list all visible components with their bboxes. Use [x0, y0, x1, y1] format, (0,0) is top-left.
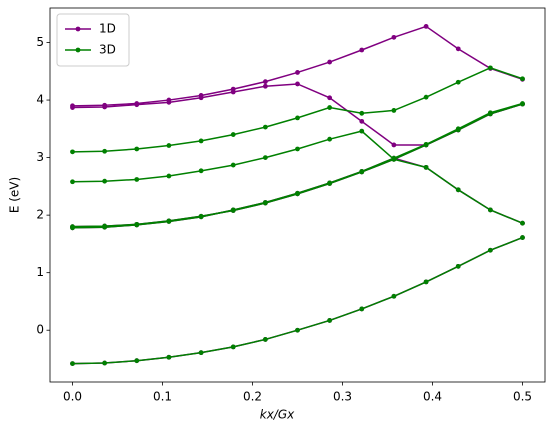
- data-point: [70, 149, 75, 155]
- data-point: [327, 95, 333, 101]
- data-point: [487, 65, 493, 71]
- data-point: [520, 76, 525, 82]
- data-point: [262, 79, 268, 85]
- data-point: [359, 47, 365, 53]
- y-axis-label: E (eV): [8, 177, 22, 213]
- data-point: [391, 293, 397, 299]
- data-point: [295, 70, 300, 75]
- data-point: [359, 169, 365, 174]
- data-point: [520, 235, 525, 240]
- data-point: [70, 105, 75, 110]
- data-point: [230, 162, 236, 168]
- data-point: [487, 207, 493, 213]
- y-tick-label: 0: [36, 323, 44, 337]
- data-point: [166, 143, 172, 148]
- data-point: [198, 214, 204, 220]
- data-point: [166, 99, 172, 105]
- data-point: [455, 46, 461, 52]
- data-point: [391, 142, 397, 148]
- y-tick-label: 1: [36, 265, 44, 279]
- data-point: [134, 177, 140, 182]
- data-point: [102, 148, 108, 154]
- data-point: [102, 178, 108, 184]
- data-point: [327, 318, 333, 323]
- data-point: [295, 190, 300, 196]
- x-tick-label: 0.0: [63, 390, 82, 404]
- data-point: [262, 200, 268, 205]
- data-point: [487, 110, 493, 116]
- x-tick-label: 0.1: [153, 390, 172, 404]
- data-point: [134, 222, 140, 228]
- data-point: [295, 115, 300, 121]
- data-point: [102, 360, 108, 366]
- data-point: [327, 180, 333, 186]
- y-tick-label: 2: [36, 208, 44, 222]
- data-point: [391, 108, 397, 113]
- data-point: [70, 361, 75, 366]
- data-point: [455, 126, 461, 132]
- data-point: [134, 146, 140, 152]
- data-point: [487, 247, 493, 253]
- data-point: [327, 136, 333, 142]
- data-point: [166, 354, 172, 360]
- data-point: [295, 327, 300, 333]
- data-point: [198, 138, 204, 144]
- data-point: [262, 83, 268, 89]
- data-point: [198, 95, 204, 101]
- data-point: [70, 179, 75, 185]
- data-point: [391, 34, 397, 40]
- data-point: [134, 358, 140, 364]
- data-point: [102, 104, 108, 110]
- legend-marker: [75, 47, 81, 53]
- data-point: [423, 164, 429, 170]
- data-point: [230, 344, 236, 350]
- x-tick-label: 0.5: [513, 390, 532, 404]
- data-point: [455, 79, 461, 85]
- data-point: [423, 24, 429, 29]
- data-point: [520, 220, 525, 226]
- data-point: [262, 337, 268, 342]
- y-tick-label: 3: [36, 150, 44, 164]
- data-point: [230, 132, 236, 137]
- data-point: [166, 219, 172, 224]
- data-point: [166, 173, 172, 179]
- y-tick-label: 5: [36, 35, 44, 49]
- data-point: [520, 101, 525, 106]
- data-point: [230, 89, 236, 95]
- data-point: [262, 155, 268, 161]
- legend-label: 1D: [99, 22, 116, 36]
- data-point: [391, 156, 397, 162]
- data-point: [102, 224, 108, 230]
- data-point: [359, 128, 365, 134]
- data-point: [295, 146, 300, 152]
- legend-label: 3D: [99, 43, 116, 57]
- data-point: [230, 207, 236, 213]
- data-point: [423, 141, 429, 147]
- data-point: [198, 350, 204, 356]
- data-point: [295, 81, 300, 87]
- plot-frame: [49, 7, 546, 383]
- y-tick-label: 4: [36, 93, 44, 107]
- data-point: [327, 105, 333, 110]
- x-tick-label: 0.2: [243, 390, 262, 404]
- x-tick-label: 0.4: [423, 390, 442, 404]
- data-point: [198, 168, 204, 174]
- data-point: [134, 102, 140, 108]
- data-point: [359, 306, 365, 312]
- data-point: [359, 110, 365, 116]
- legend-marker: [75, 26, 81, 32]
- legend-box: [56, 13, 130, 67]
- x-tick-label: 0.3: [333, 390, 352, 404]
- data-point: [455, 187, 461, 193]
- data-point: [359, 118, 365, 124]
- data-point: [262, 124, 268, 130]
- data-point: [70, 225, 75, 231]
- data-point: [423, 94, 429, 100]
- data-point: [327, 59, 333, 65]
- x-axis-label: kx/Gx: [260, 408, 295, 422]
- data-point: [423, 279, 429, 285]
- data-point: [455, 263, 461, 269]
